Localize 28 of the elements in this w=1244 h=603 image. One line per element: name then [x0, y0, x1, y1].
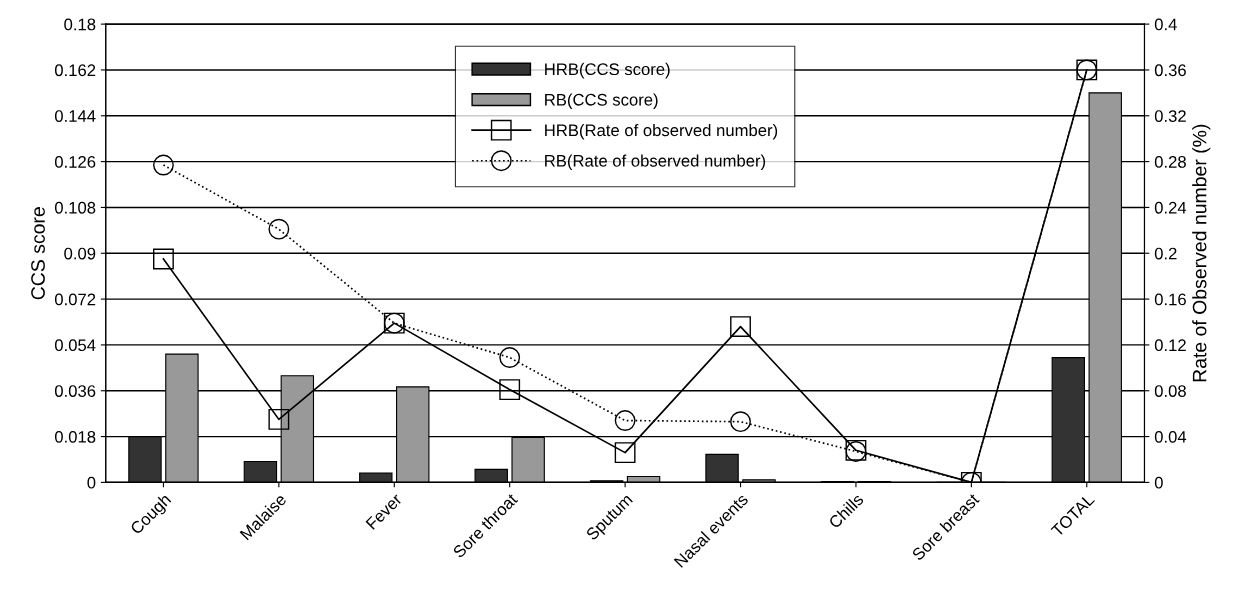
- y2-tick-label: 0.2: [1154, 247, 1177, 260]
- y2-tick-label: 0.08: [1154, 385, 1186, 397]
- y-tick-label: 0.162: [54, 64, 96, 77]
- y2-tick-label: 0.04: [1154, 430, 1187, 443]
- y2-tick-label: 0.16: [1154, 293, 1186, 306]
- y2-tick-label: 0.36: [1154, 64, 1186, 77]
- y2-axis-title: Rate of Observed number (%): [1192, 124, 1211, 382]
- y2-tick-label: 0.4: [1154, 18, 1177, 31]
- y-tick-label: 0.072: [54, 293, 96, 306]
- y2-tick-label: 0.24: [1154, 201, 1187, 214]
- legend-label: HRB(CCS score): [545, 62, 670, 79]
- y2-tick-label: 0.32: [1154, 110, 1186, 122]
- y2-tick-label: 0.12: [1154, 339, 1186, 352]
- y-tick-label: 0.054: [54, 339, 96, 352]
- y-axis-title: CCS score: [31, 207, 45, 300]
- y-tick-label: 0.09: [64, 247, 96, 260]
- legend-label: HRB(Rate of observed number): [545, 123, 778, 140]
- legend-label: RB(CCS score): [545, 93, 658, 109]
- y-tick-label: 0.144: [54, 110, 96, 122]
- y-tick-label: 0.018: [54, 430, 96, 443]
- y-tick-label: 0.036: [54, 385, 96, 397]
- y-tick-label: 0.18: [64, 18, 96, 31]
- y-tick-label: 0: [87, 476, 96, 489]
- y2-tick-label: 0: [1154, 476, 1163, 489]
- legend-label: RB(Rate of observed number): [545, 154, 766, 171]
- y-tick-label: 0.126: [54, 156, 96, 168]
- y-tick-label: 0.108: [54, 201, 96, 214]
- y2-tick-label: 0.28: [1154, 156, 1186, 168]
